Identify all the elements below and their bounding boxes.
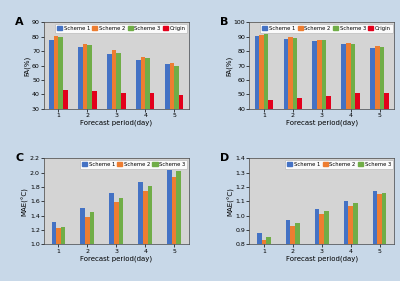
Bar: [375, 46, 380, 166]
Bar: [150, 93, 154, 151]
Bar: [121, 93, 126, 151]
Bar: [80, 208, 85, 281]
Bar: [370, 47, 375, 166]
Bar: [141, 57, 145, 151]
Bar: [264, 34, 268, 166]
X-axis label: Forecast period(day): Forecast period(day): [80, 119, 152, 126]
Bar: [172, 177, 176, 281]
Bar: [85, 216, 90, 281]
Bar: [262, 240, 266, 281]
Bar: [257, 233, 262, 281]
Bar: [380, 47, 384, 166]
Bar: [176, 171, 181, 281]
Bar: [288, 37, 293, 166]
Bar: [319, 214, 324, 281]
Bar: [297, 98, 302, 166]
Bar: [119, 198, 123, 281]
Legend: Scheme 1, Scheme 2, Scheme 3: Scheme 1, Scheme 2, Scheme 3: [80, 160, 188, 169]
Bar: [170, 63, 174, 151]
Bar: [284, 39, 288, 166]
Bar: [78, 47, 83, 151]
Bar: [286, 220, 290, 281]
Bar: [324, 212, 329, 281]
Bar: [355, 94, 360, 166]
Bar: [341, 44, 346, 166]
Bar: [87, 46, 92, 151]
Bar: [382, 193, 386, 281]
Bar: [346, 42, 351, 166]
Bar: [112, 51, 116, 151]
Bar: [165, 64, 170, 151]
Bar: [353, 203, 358, 281]
Bar: [317, 40, 322, 166]
Bar: [49, 40, 54, 151]
Legend: Scheme 1, Scheme 2, Scheme 3, Origin: Scheme 1, Scheme 2, Scheme 3, Origin: [55, 24, 188, 33]
Bar: [384, 93, 389, 166]
Bar: [116, 53, 121, 151]
Bar: [138, 182, 143, 281]
Bar: [179, 95, 184, 151]
Legend: Scheme 1, Scheme 2, Scheme 3: Scheme 1, Scheme 2, Scheme 3: [285, 160, 393, 169]
Y-axis label: MAE(°C): MAE(°C): [227, 187, 234, 216]
Text: A: A: [15, 17, 24, 27]
Text: D: D: [220, 153, 230, 163]
Bar: [293, 38, 297, 166]
Bar: [372, 191, 377, 281]
Y-axis label: FA(%): FA(%): [226, 55, 232, 76]
Y-axis label: FA(%): FA(%): [24, 55, 30, 76]
Bar: [90, 212, 94, 281]
Bar: [136, 60, 141, 151]
Bar: [312, 41, 317, 166]
Bar: [92, 91, 97, 151]
Bar: [63, 90, 68, 151]
Bar: [344, 201, 348, 281]
Bar: [266, 237, 271, 281]
Bar: [83, 44, 87, 151]
Bar: [174, 65, 179, 151]
Bar: [268, 100, 273, 166]
Bar: [54, 36, 58, 151]
Legend: Scheme 1, Scheme 2, Scheme 3, Origin: Scheme 1, Scheme 2, Scheme 3, Origin: [260, 24, 393, 33]
X-axis label: Forecast period(day): Forecast period(day): [286, 255, 358, 262]
Bar: [295, 223, 300, 281]
Bar: [322, 40, 326, 166]
Bar: [114, 202, 119, 281]
Bar: [145, 58, 150, 151]
Bar: [351, 44, 355, 166]
Bar: [58, 37, 63, 151]
Bar: [315, 209, 319, 281]
Text: C: C: [15, 153, 23, 163]
Bar: [377, 194, 382, 281]
Bar: [167, 170, 172, 281]
Bar: [259, 35, 264, 166]
Y-axis label: MAE(°C): MAE(°C): [21, 187, 28, 216]
Bar: [61, 226, 66, 281]
Bar: [290, 226, 295, 281]
Bar: [52, 222, 56, 281]
Text: B: B: [220, 17, 229, 27]
X-axis label: Forecast period(day): Forecast period(day): [80, 255, 152, 262]
Bar: [143, 191, 148, 281]
Bar: [109, 193, 114, 281]
Bar: [56, 228, 61, 281]
Bar: [348, 206, 353, 281]
X-axis label: Forecast period(day): Forecast period(day): [286, 119, 358, 126]
Bar: [326, 96, 331, 166]
Bar: [254, 36, 259, 166]
Bar: [107, 54, 112, 151]
Bar: [148, 186, 152, 281]
